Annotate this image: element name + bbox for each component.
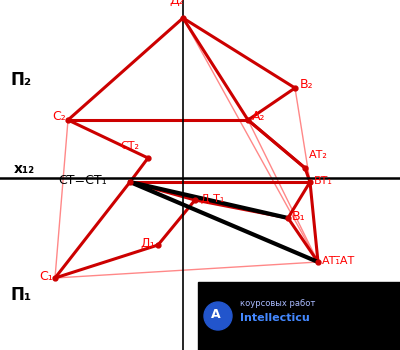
Text: Intellecticu: Intellecticu: [240, 314, 310, 323]
Text: Д₂: Д₂: [169, 0, 184, 7]
Text: CТ=CТ₁: CТ=CТ₁: [58, 174, 107, 187]
Text: A: A: [211, 308, 221, 322]
Text: Π₂: Π₂: [10, 71, 31, 89]
Text: B₂: B₂: [300, 78, 314, 91]
Text: C₂: C₂: [52, 110, 66, 123]
Bar: [198, 282, 400, 350]
Text: коурсовых работ: коурсовых работ: [240, 299, 315, 308]
Text: AТ₁̅AТ: AТ₁̅AТ: [322, 256, 355, 266]
Text: Д Т₁: Д Т₁: [201, 194, 224, 204]
Text: CТ₂: CТ₂: [120, 141, 139, 151]
Text: A₂: A₂: [252, 110, 266, 123]
Text: Д₁: Д₁: [140, 237, 155, 250]
Text: AТ₂: AТ₂: [309, 150, 328, 160]
Text: x₁₂: x₁₂: [14, 162, 35, 176]
Text: BТ₁: BТ₁: [314, 176, 333, 186]
Text: C₁: C₁: [39, 270, 53, 283]
Circle shape: [204, 302, 232, 330]
Text: B₁: B₁: [292, 210, 306, 223]
Text: Π₁: Π₁: [10, 286, 31, 304]
